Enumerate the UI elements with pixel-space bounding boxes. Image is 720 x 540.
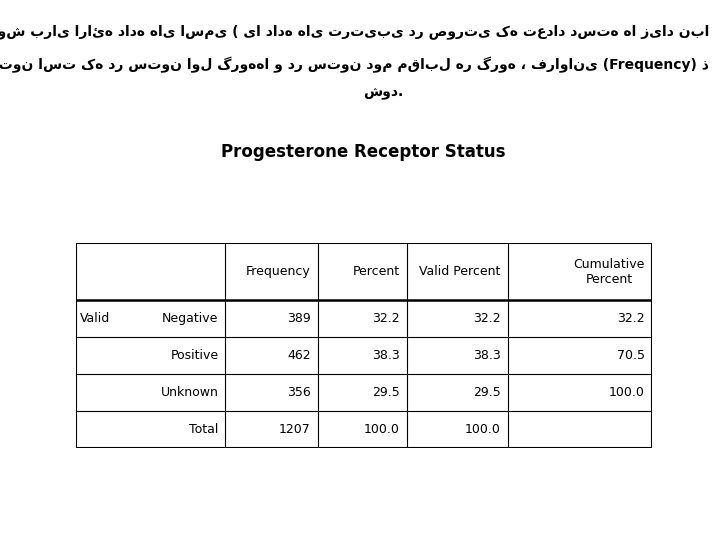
Text: 32.2: 32.2 [473, 313, 500, 326]
Text: Percent: Percent [353, 265, 400, 278]
Text: 100.0: 100.0 [364, 423, 400, 436]
Text: 1207: 1207 [279, 423, 310, 436]
Text: Total: Total [189, 423, 218, 436]
Text: Frequency: Frequency [246, 265, 310, 278]
Text: Valid: Valid [80, 313, 110, 326]
Text: Positive: Positive [171, 349, 218, 362]
Text: Unknown: Unknown [161, 386, 218, 399]
Text: 389: 389 [287, 313, 310, 326]
Text: ه ترین روش برای ارائه داده های اسمی ( یا داده های ترتیبی در صورتی که تعداد دسته : ه ترین روش برای ارائه داده های اسمی ( یا… [0, 24, 709, 39]
Text: 70.5: 70.5 [617, 349, 644, 362]
Text: 32.2: 32.2 [617, 313, 644, 326]
Text: 29.5: 29.5 [473, 386, 500, 399]
Text: 38.3: 38.3 [473, 349, 500, 362]
Text: Valid Percent: Valid Percent [419, 265, 500, 278]
Text: 38.3: 38.3 [372, 349, 400, 362]
Text: Cumulative
Percent: Cumulative Percent [573, 258, 644, 286]
Text: Progesterone Receptor Status: Progesterone Receptor Status [221, 143, 506, 161]
Text: کیل دو ستون است که در ستون اول گروهها و در ستون دوم مقابل هر گروه ، فراوانی (Fre: کیل دو ستون است که در ستون اول گروهها و … [0, 57, 709, 73]
Text: 29.5: 29.5 [372, 386, 400, 399]
Text: 100.0: 100.0 [465, 423, 500, 436]
Text: 356: 356 [287, 386, 310, 399]
Text: Negative: Negative [162, 313, 218, 326]
Text: 100.0: 100.0 [609, 386, 644, 399]
Text: 462: 462 [287, 349, 310, 362]
Text: 32.2: 32.2 [372, 313, 400, 326]
Text: شود.: شود. [363, 86, 403, 100]
